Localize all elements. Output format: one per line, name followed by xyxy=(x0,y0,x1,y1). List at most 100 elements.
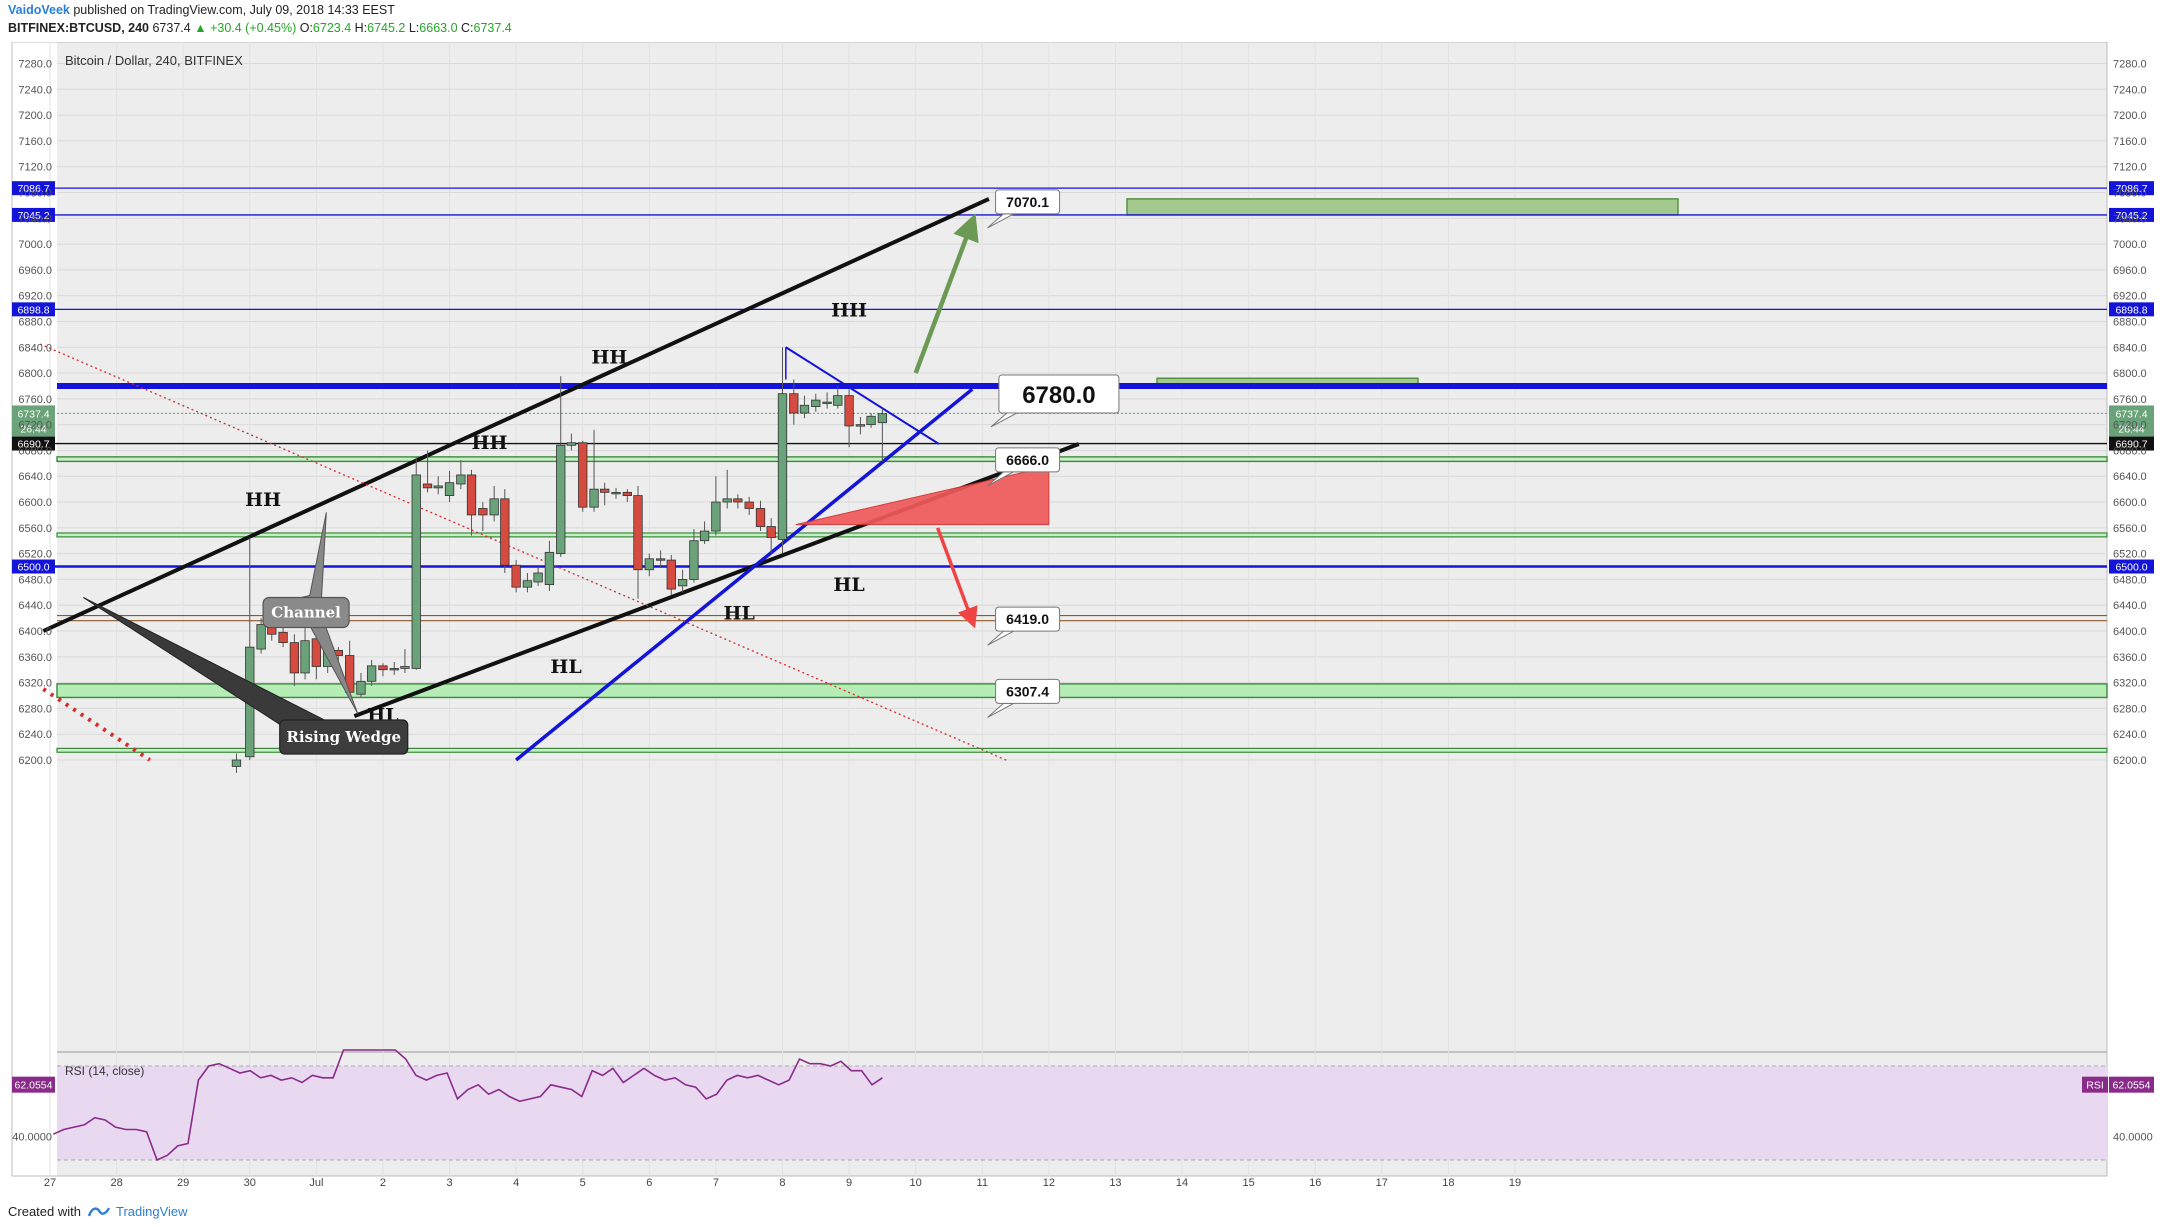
footer: Created with TradingView xyxy=(0,1195,2166,1227)
y-tick-left: 7280.0 xyxy=(18,59,52,71)
candle-up xyxy=(411,474,421,669)
price-pane[interactable] xyxy=(57,42,2107,1052)
y-tick-left: 6480.0 xyxy=(18,574,52,586)
candle-up xyxy=(544,551,555,585)
level-tag-left-text: 7045.2 xyxy=(17,210,49,222)
x-tick: 6 xyxy=(646,1177,652,1189)
level-tag-right xyxy=(2109,436,2154,451)
y-tick-right: 6240.0 xyxy=(2113,729,2147,741)
x-tick: 27 xyxy=(44,1177,56,1189)
y-tick-right: 6800.0 xyxy=(2113,368,2147,380)
price-callout-text: 6307.4 xyxy=(1006,683,1049,699)
published-text: published on TradingView.com, July 09, 2… xyxy=(73,3,395,17)
countdown-tag xyxy=(12,421,55,437)
level-tag-right xyxy=(2109,181,2154,196)
x-tick: 14 xyxy=(1176,1177,1188,1189)
x-tick: 30 xyxy=(244,1177,256,1189)
y-tick-right: 6480.0 xyxy=(2113,574,2147,586)
y-tick-left: 6400.0 xyxy=(18,626,52,638)
candle-up xyxy=(489,498,499,516)
y-tick-right: 6440.0 xyxy=(2113,600,2147,612)
y-tick-left: 6600.0 xyxy=(18,497,52,509)
close-label: C: xyxy=(461,21,474,35)
chart-header: VaidoVeek published on TradingView.com, … xyxy=(0,0,2166,42)
tradingview-brand[interactable]: TradingView xyxy=(116,1204,188,1219)
level-tag-right-text: 6898.8 xyxy=(2115,304,2147,316)
candle-up xyxy=(833,395,843,406)
level-tag-left xyxy=(12,181,55,196)
x-tick: 8 xyxy=(779,1177,785,1189)
candle-down xyxy=(789,393,799,414)
y-tick-right: 7200.0 xyxy=(2113,110,2147,122)
open-label: O: xyxy=(299,21,313,35)
candle-down xyxy=(500,498,510,566)
y-tick-right: 6320.0 xyxy=(2113,678,2147,690)
level-tag-right xyxy=(2109,559,2154,574)
candle-up xyxy=(689,540,699,580)
hh-label: HH xyxy=(245,489,281,511)
price-callout xyxy=(995,678,1061,704)
candle-down xyxy=(766,526,776,538)
countdown-tag-text: 26:44 xyxy=(20,423,46,435)
countdown-tag-text: 26:44 xyxy=(2118,423,2144,435)
candle-up xyxy=(644,558,654,571)
change-text: +30.4 (+0.45%) xyxy=(210,21,297,35)
y-tick-right: 7040.0 xyxy=(2113,213,2147,225)
level-tag-right-text: 7045.2 xyxy=(2115,210,2147,222)
candle-up xyxy=(400,666,410,669)
candle-up xyxy=(533,572,543,583)
channel-callout xyxy=(262,596,350,629)
author-link[interactable]: VaidoVeek xyxy=(8,3,70,17)
candle-down xyxy=(755,508,766,527)
y-tick-left: 6680.0 xyxy=(18,445,52,457)
y-tick-left: 6200.0 xyxy=(18,755,52,767)
candle-up xyxy=(256,624,266,650)
y-tick-left: 7080.0 xyxy=(18,187,52,199)
x-tick: 13 xyxy=(1109,1177,1121,1189)
candle-down xyxy=(622,491,632,496)
up-arrow-icon: ▲ xyxy=(194,21,207,35)
tradingview-logo-icon[interactable] xyxy=(87,1204,111,1219)
candle-down xyxy=(744,501,754,509)
y-tick-left: 6840.0 xyxy=(18,342,52,354)
level-tag-left xyxy=(12,559,55,574)
zones xyxy=(56,198,2108,753)
candle-down xyxy=(600,488,610,493)
x-tick: 17 xyxy=(1376,1177,1388,1189)
thin-band-0 xyxy=(56,532,2108,538)
price-axis[interactable]: 7280.0 7280.0 7240.0 7240.0 7200.0 7200.0 7160… xyxy=(18,59,2146,768)
price-callout-text: 6419.0 xyxy=(1006,611,1049,627)
level-tag-left-text: 6500.0 xyxy=(17,562,49,574)
y-tick-right: 6400.0 xyxy=(2113,626,2147,638)
level-tag-right xyxy=(2109,207,2154,222)
x-tick: 15 xyxy=(1242,1177,1254,1189)
low-label: L: xyxy=(408,21,420,35)
y-tick-left: 6720.0 xyxy=(18,420,52,432)
zone-3 xyxy=(56,683,2108,699)
level-tag-left xyxy=(12,207,55,222)
candle-down xyxy=(278,631,288,644)
chart-frame[interactable]: 7086.7 7086.7 7045.2 7045.2 6898.8 6898.8 6500… xyxy=(0,41,2166,1195)
y-tick-right: 7000.0 xyxy=(2113,239,2147,251)
time-axis[interactable]: 27 28 29 30 Jul 2 3 4 5 6 7 8 9 10 11 12 13 14 15 16 17 18 19 xyxy=(44,1177,1521,1189)
candles xyxy=(231,347,888,773)
y-tick-right: 7240.0 xyxy=(2113,84,2147,96)
grid xyxy=(49,42,2107,1176)
candle-up xyxy=(822,401,832,404)
y-tick-right: 6600.0 xyxy=(2113,497,2147,509)
candle-up xyxy=(711,501,721,532)
rsi-name-tag-text: RSI xyxy=(2086,1080,2104,1092)
price-callout xyxy=(995,447,1061,473)
price-chart[interactable]: 7086.7 7086.7 7045.2 7045.2 6898.8 6898.8 6500… xyxy=(0,41,2166,1195)
level-tag-right xyxy=(2109,302,2154,317)
candle-up xyxy=(444,482,455,496)
x-tick: 19 xyxy=(1509,1177,1521,1189)
candle-up xyxy=(677,579,688,587)
candle-up xyxy=(556,444,566,555)
y-tick-left: 7120.0 xyxy=(18,162,52,174)
drawings xyxy=(39,197,1080,762)
y-tick-left: 6440.0 xyxy=(18,600,52,612)
x-tick: 7 xyxy=(713,1177,719,1189)
candle-down xyxy=(655,558,666,561)
y-tick-right: 7120.0 xyxy=(2113,162,2147,174)
